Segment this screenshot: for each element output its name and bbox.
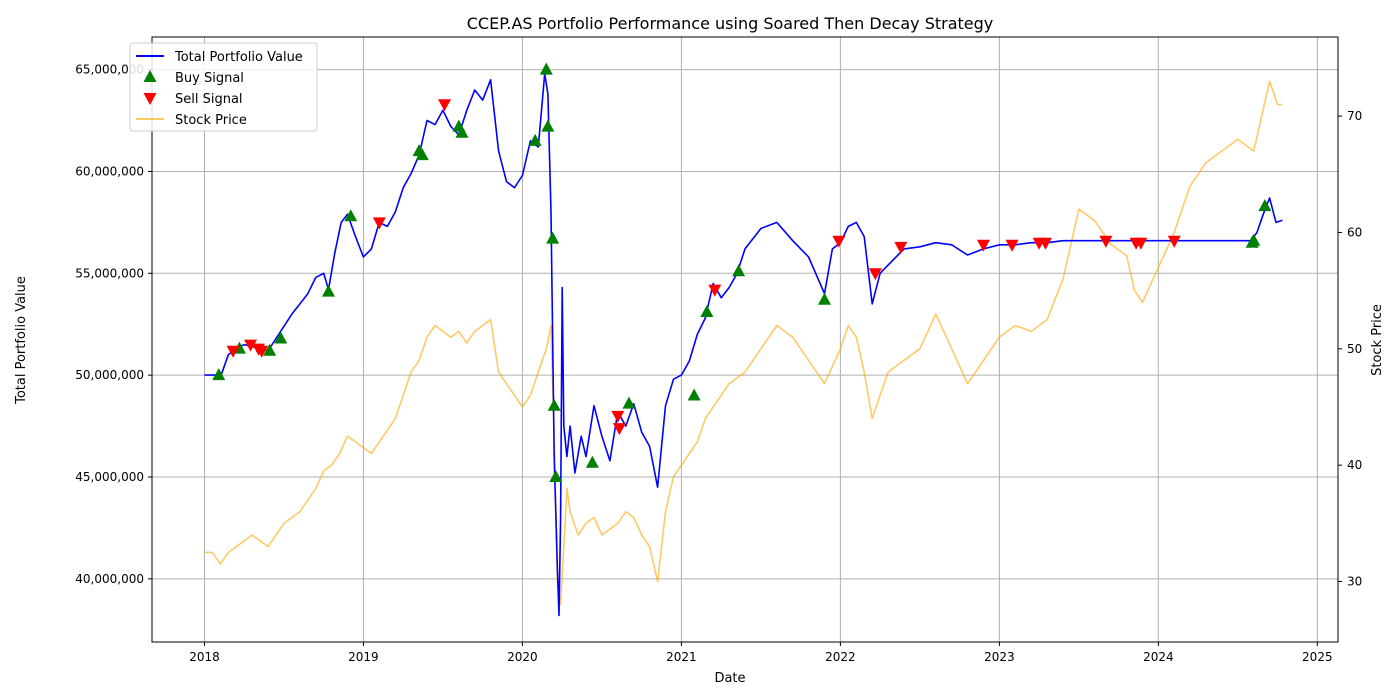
buy-signal-marker — [1258, 199, 1272, 212]
x-tick-label: 2024 — [1143, 650, 1174, 664]
buy-signal-marker — [274, 331, 288, 344]
sell-signal-marker — [1134, 237, 1148, 250]
buy-signal-marker — [585, 455, 599, 468]
buy-signal-marker — [732, 264, 746, 277]
sell-signal-marker — [832, 235, 846, 248]
sell-signal-marker — [612, 423, 626, 436]
buy-signal-marker — [687, 388, 701, 401]
legend: Total Portfolio Value Buy Signal Sell Sign… — [129, 42, 318, 132]
sell-signal-marker — [894, 241, 908, 254]
sell-signal-marker — [226, 345, 240, 358]
x-tick-label: 2023 — [984, 650, 1015, 664]
sell-signal-marker — [868, 268, 882, 281]
y-left-tick-label: 50,000,000 — [75, 368, 144, 382]
buy-signal-marker — [528, 133, 542, 146]
buy-signal-marker — [539, 62, 553, 75]
x-axis-label: Date — [714, 671, 745, 686]
buy-signal-marker — [455, 125, 469, 138]
x-tick-label: 2020 — [507, 650, 538, 664]
y-right-tick-label: 50 — [1347, 342, 1362, 356]
y-left-tick-label: 60,000,000 — [75, 164, 144, 178]
sell-signal-marker — [255, 345, 269, 358]
chart-title: CCEP.AS Portfolio Performance using Soar… — [467, 14, 994, 33]
buy-signal-marker — [344, 209, 358, 222]
legend-label: Sell Signal — [175, 92, 243, 107]
stock-price-series — [204, 80, 1283, 606]
signal-markers — [212, 62, 1272, 482]
buy-signal-marker — [415, 148, 429, 161]
legend-label: Buy Signal — [175, 71, 244, 86]
y-right-tick-label: 60 — [1347, 225, 1362, 239]
sell-signal-marker — [244, 339, 258, 352]
legend-label: Total Portfolio Value — [174, 50, 303, 65]
buy-signal-marker — [263, 343, 277, 356]
x-tick-label: 2022 — [825, 650, 856, 664]
buy-signal-marker — [817, 292, 831, 305]
buy-signal-marker — [547, 398, 561, 411]
y-right-tick-label: 40 — [1347, 458, 1362, 472]
grid-lines — [152, 37, 1338, 642]
x-tick-label: 2021 — [666, 650, 697, 664]
y-right-tick-label: 70 — [1347, 109, 1362, 123]
y-axis-right-label: Stock Price — [1370, 304, 1385, 376]
x-tick-label: 2018 — [189, 650, 220, 664]
y-left-tick-label: 65,000,000 — [75, 63, 144, 77]
legend-sell-marker — [143, 93, 157, 105]
sell-signal-marker — [1005, 239, 1019, 252]
sell-signal-marker — [1167, 235, 1181, 248]
y-axis-right-ticks: 30 40 50 60 70 — [1338, 109, 1362, 589]
y-axis-left-label: Total Portfolio Value — [14, 276, 29, 405]
buy-signal-marker — [212, 368, 226, 381]
legend-label: Stock Price — [175, 113, 247, 128]
x-tick-label: 2025 — [1302, 650, 1333, 664]
legend-buy-marker — [143, 70, 157, 82]
sell-signal-marker — [438, 99, 452, 112]
sell-signal-marker — [372, 217, 386, 230]
legend-box — [129, 42, 318, 132]
buy-signal-marker — [1247, 233, 1261, 246]
buy-signal-marker — [549, 470, 563, 482]
x-axis-ticks: 2018 2019 2020 2021 2022 2023 2024 2025 — [189, 642, 1333, 664]
buy-signal-marker — [546, 231, 560, 244]
y-left-tick-label: 55,000,000 — [75, 266, 144, 280]
stock-price-line — [204, 80, 1283, 606]
sell-signal-marker — [611, 410, 625, 423]
buy-signal-marker — [700, 305, 714, 317]
x-tick-label: 2019 — [348, 650, 379, 664]
sell-signal-marker — [708, 284, 722, 297]
sell-signal-marker — [1038, 237, 1052, 250]
y-left-tick-label: 45,000,000 — [75, 470, 144, 484]
buy-signal-marker — [541, 119, 555, 132]
sell-signal-marker — [1099, 235, 1113, 248]
y-right-tick-label: 30 — [1347, 575, 1362, 589]
plot-area — [204, 62, 1283, 617]
y-axis-left-ticks: 40,000,000 45,000,000 50,000,000 55,000,000… — [75, 63, 152, 586]
y-left-tick-label: 40,000,000 — [75, 572, 144, 586]
buy-signal-marker — [622, 396, 636, 409]
buy-signal-marker — [321, 284, 335, 297]
sell-signal-marker — [976, 239, 990, 252]
axes-frame — [151, 36, 1339, 643]
